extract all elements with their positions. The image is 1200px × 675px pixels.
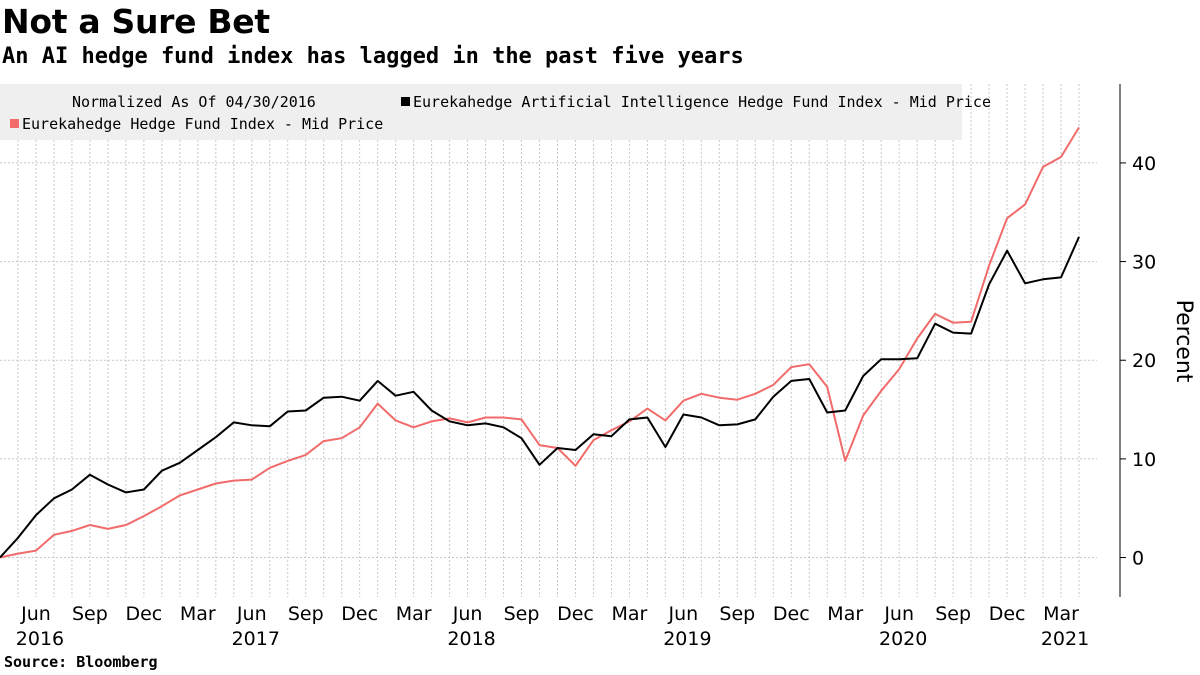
x-tick-label-month: Sep: [719, 603, 755, 625]
source-note: Source: Bloomberg: [4, 653, 158, 671]
x-tick-label-month: Dec: [341, 603, 378, 625]
x-tick-label-month: Sep: [935, 603, 971, 625]
y-ticks: 0 10 20 30 40: [1120, 153, 1156, 570]
x-tick-label-month: Mar: [611, 603, 647, 625]
series-lines: [0, 126, 1080, 559]
x-tick-label-year: 2021: [1041, 628, 1089, 650]
x-tick-label-month: Mar: [827, 603, 863, 625]
y-tick-label: 10: [1132, 449, 1156, 471]
x-tick-label-month: Sep: [288, 603, 324, 625]
x-tick-label-month: Jun: [668, 603, 699, 625]
x-tick-label-month: Mar: [1043, 603, 1079, 625]
gridlines: [0, 84, 1097, 597]
x-tick-label-month: Jun: [883, 603, 914, 625]
x-tick-label-month: Dec: [557, 603, 594, 625]
series-line-hedge-fund-index: [0, 126, 1080, 559]
legend: Normalized As Of 04/30/2016 Eurekahedge …: [0, 84, 991, 140]
x-tick-label-month: Jun: [20, 603, 51, 625]
x-tick-label-month: Mar: [396, 603, 432, 625]
chart-title: Not a Sure Bet: [2, 2, 270, 41]
x-tick-label-month: Dec: [773, 603, 810, 625]
y-axis-label: Percent: [1171, 300, 1196, 383]
x-tick-label-year: 2016: [16, 628, 64, 650]
x-ticks: Jun 2016 Sep Dec Mar Jun 2017 Sep Dec Mar Jun 2018 S…: [16, 603, 1089, 650]
x-tick-label-month: Jun: [236, 603, 267, 625]
legend-item-hedge-fund-index: Eurekahedge Hedge Fund Index - Mid Price: [10, 115, 383, 133]
x-tick-label-month: Sep: [504, 603, 540, 625]
legend-label-ai-index: Eurekahedge Artificial Intelligence Hedg…: [413, 93, 991, 111]
chart-subtitle: An AI hedge fund index has lagged in the…: [2, 44, 744, 69]
x-tick-label-year: 2019: [663, 628, 711, 650]
legend-note: Normalized As Of 04/30/2016: [72, 93, 316, 111]
x-tick-label-year: 2020: [879, 628, 927, 650]
y-tick-label: 30: [1132, 252, 1156, 274]
series-line-ai-index: [0, 236, 1080, 559]
x-tick-label-month: Dec: [989, 603, 1026, 625]
legend-item-ai-index: Eurekahedge Artificial Intelligence Hedg…: [401, 93, 991, 111]
x-tick-label-year: 2018: [447, 628, 495, 650]
x-tick-label-year: 2017: [232, 628, 280, 650]
y-tick-label: 20: [1132, 350, 1156, 372]
y-tick-label: 40: [1132, 153, 1156, 175]
x-tick-label-month: Mar: [180, 603, 216, 625]
legend-swatch-ai-index: [401, 97, 410, 106]
x-tick-label-month: Sep: [72, 603, 108, 625]
x-tick-label-month: Jun: [452, 603, 483, 625]
y-tick-label: 0: [1132, 548, 1144, 570]
legend-swatch-hedge-fund-index: [10, 119, 19, 128]
x-tick-label-month: Dec: [125, 603, 162, 625]
legend-label-hedge-fund-index: Eurekahedge Hedge Fund Index - Mid Price: [22, 115, 384, 133]
